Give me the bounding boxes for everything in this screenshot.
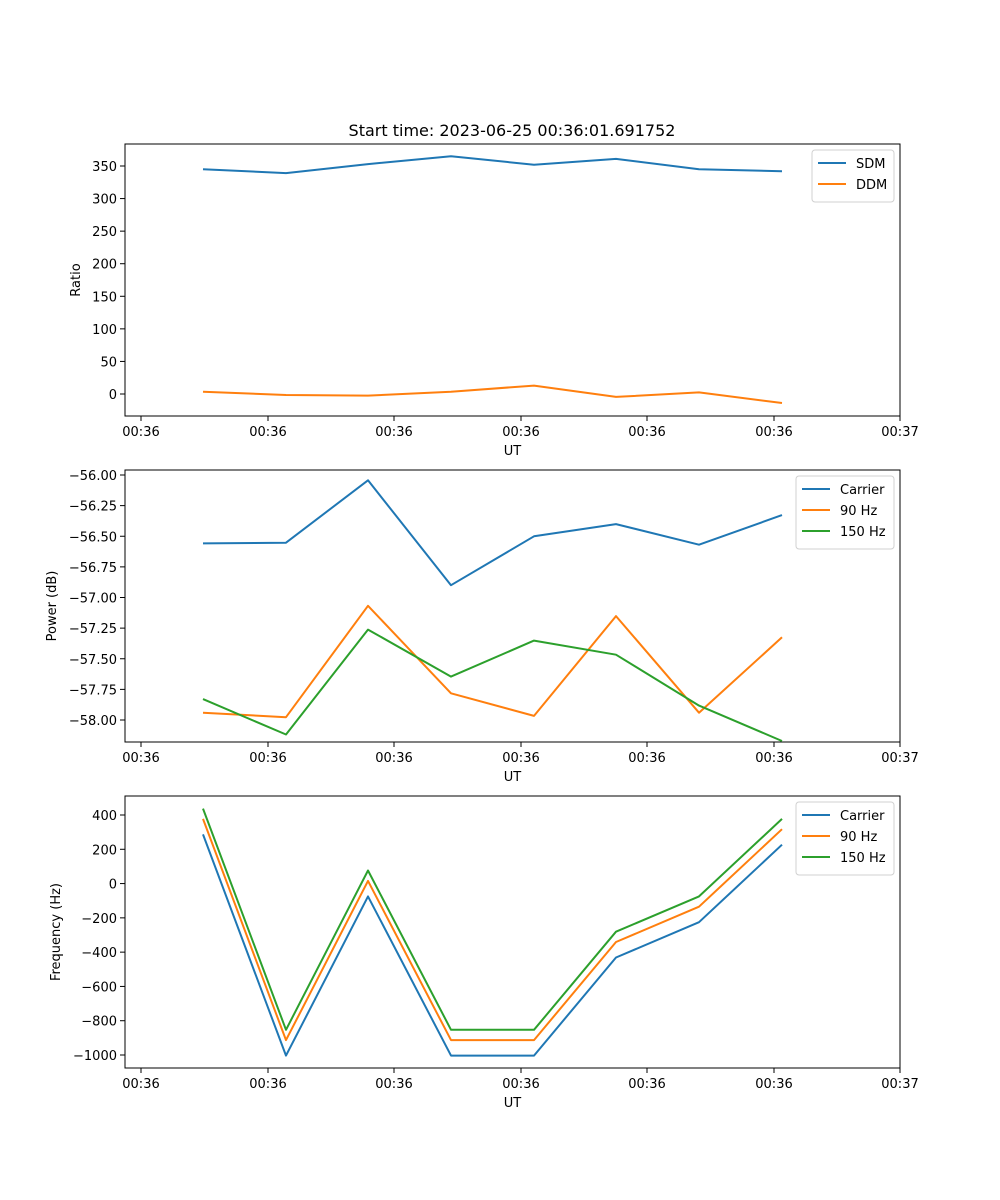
x-tick-label: 00:36 — [375, 1077, 412, 1092]
legend-label: 150 Hz — [840, 851, 886, 866]
x-tick-label: 00:36 — [122, 751, 159, 766]
series-line-ddm — [202, 384, 783, 404]
series-line-carrier — [202, 834, 783, 1057]
x-tick-label: 00:37 — [881, 751, 918, 766]
series-line-carrier — [202, 479, 783, 587]
series-line-90-hz — [202, 604, 783, 719]
series-line-sdm — [202, 155, 783, 175]
x-tick-label: 00:36 — [755, 751, 792, 766]
x-tick-label: 00:36 — [755, 1077, 792, 1092]
y-tick-label: 400 — [92, 809, 117, 824]
legend: Carrier 90 Hz 150 Hz — [795, 475, 895, 550]
y-tick-label: 300 — [92, 193, 117, 208]
legend-label: Carrier — [840, 809, 885, 824]
y-tick-label: −800 — [81, 1015, 117, 1030]
y-tick-label: −56.50 — [69, 530, 117, 545]
x-tick-label: 00:36 — [122, 1077, 159, 1092]
x-axis-label: UT — [504, 1096, 522, 1111]
axes-frame — [124, 469, 901, 743]
y-tick-label: −400 — [81, 946, 117, 961]
chart-panels: 00:36 00:36 00:36 00:36 00:36 00:36 00:37 UT 0 50… — [45, 143, 919, 1111]
y-tick-label: 200 — [92, 258, 117, 273]
y-tick-label: −57.50 — [69, 653, 117, 668]
axes-frame — [124, 795, 901, 1069]
legend: SDM DDM — [811, 149, 895, 203]
series-line-90-hz — [202, 818, 783, 1042]
chart-panel-2: 00:36 00:36 00:36 00:36 00:36 00:36 00:37 UT −58… — [45, 469, 919, 785]
chart-panel-1: 00:36 00:36 00:36 00:36 00:36 00:36 00:37 UT 0 50… — [69, 143, 919, 459]
legend-label: Carrier — [840, 483, 885, 498]
y-tick-label: −200 — [81, 912, 117, 927]
x-axis-label: UT — [504, 770, 522, 785]
x-tick-label: 00:36 — [628, 425, 665, 440]
legend-label: DDM — [856, 178, 887, 193]
figure-title: Start time: 2023-06-25 00:36:01.691752 — [349, 121, 676, 140]
series-line-150-hz — [202, 808, 783, 1031]
x-tick-label: 00:36 — [755, 425, 792, 440]
x-tick-label: 00:36 — [375, 751, 412, 766]
legend: Carrier 90 Hz 150 Hz — [795, 801, 895, 876]
y-axis-label: Power (dB) — [45, 571, 60, 642]
x-tick-label: 00:36 — [122, 425, 159, 440]
x-tick-label: 00:36 — [628, 751, 665, 766]
y-tick-label: 350 — [92, 160, 117, 175]
x-tick-label: 00:36 — [502, 751, 539, 766]
x-tick-label: 00:36 — [628, 1077, 665, 1092]
x-tick-label: 00:36 — [249, 425, 286, 440]
x-tick-label: 00:36 — [502, 1077, 539, 1092]
y-tick-label: −1000 — [73, 1049, 117, 1064]
y-tick-label: −56.25 — [69, 500, 117, 515]
x-tick-label: 00:37 — [881, 425, 918, 440]
x-axis-label: UT — [504, 444, 522, 459]
x-tick-label: 00:36 — [249, 1077, 286, 1092]
legend-label: 150 Hz — [840, 525, 886, 540]
y-tick-label: −58.00 — [69, 714, 117, 729]
y-tick-label: 0 — [109, 388, 117, 403]
y-tick-label: −57.75 — [69, 683, 117, 698]
y-tick-label: 250 — [92, 225, 117, 240]
y-tick-label: 200 — [92, 843, 117, 858]
legend-label: 90 Hz — [840, 504, 877, 519]
x-tick-label: 00:36 — [502, 425, 539, 440]
legend-label: 90 Hz — [840, 830, 877, 845]
y-tick-label: −56.00 — [69, 469, 117, 484]
x-tick-label: 00:36 — [375, 425, 412, 440]
chart-panel-3: 00:36 00:36 00:36 00:36 00:36 00:36 00:37 UT −10… — [49, 795, 919, 1111]
axes-frame — [124, 143, 901, 417]
y-tick-label: −600 — [81, 980, 117, 995]
y-tick-label: 50 — [100, 355, 117, 370]
x-tick-label: 00:37 — [881, 1077, 918, 1092]
y-tick-label: 100 — [92, 323, 117, 338]
y-axis-label: Frequency (Hz) — [49, 883, 64, 981]
y-tick-label: 150 — [92, 290, 117, 305]
y-axis-label: Ratio — [69, 263, 84, 296]
y-tick-label: −57.00 — [69, 592, 117, 607]
legend-label: SDM — [856, 157, 885, 172]
x-tick-label: 00:36 — [249, 751, 286, 766]
y-tick-label: 0 — [109, 878, 117, 893]
y-tick-label: −56.75 — [69, 561, 117, 576]
series-line-150-hz — [202, 628, 783, 742]
y-tick-label: −57.25 — [69, 622, 117, 637]
